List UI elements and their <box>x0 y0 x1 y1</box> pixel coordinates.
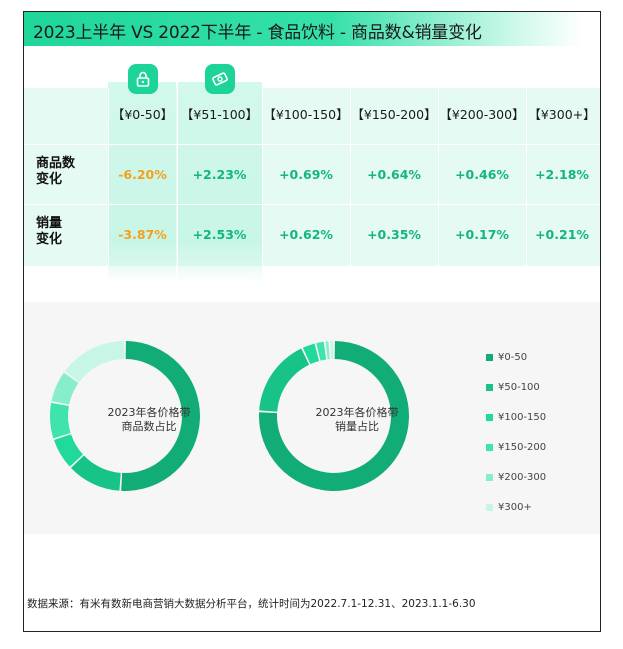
table-cell: +0.17% <box>455 226 509 242</box>
grid-line <box>108 88 109 266</box>
table-cell: -6.20% <box>118 166 167 182</box>
donut-title-sales: 2023年各价格带 销量占比 <box>302 406 412 434</box>
table-cell: +2.53% <box>192 226 247 242</box>
column-header: 【¥100-150】 <box>263 106 349 122</box>
donut-slice-¥50-100 <box>259 348 310 412</box>
row-label-line: 销量 <box>36 216 63 231</box>
table-cell: +0.35% <box>367 226 421 242</box>
table-cell: -3.87% <box>118 226 167 242</box>
legend-swatch <box>486 413 493 421</box>
legend-swatch <box>486 503 493 511</box>
column-header: 【¥300+】 <box>528 106 596 122</box>
table-cell: +0.46% <box>455 166 509 182</box>
legend-swatch <box>486 353 493 361</box>
donut-title-product-count: 2023年各价格带 商品数占比 <box>94 406 204 434</box>
table-cell: +0.64% <box>367 166 421 182</box>
column-header: 【¥150-200】 <box>351 106 437 122</box>
grid-line <box>24 144 600 145</box>
legend-item: ¥300+ <box>486 492 546 522</box>
legend-item: ¥0-50 <box>486 342 546 372</box>
grid-line <box>438 88 439 266</box>
legend-item: ¥150-200 <box>486 432 546 462</box>
column-header: 【¥51-100】 <box>180 106 259 122</box>
donut-slice-¥150-200 <box>316 341 327 361</box>
donut-title-line: 销量占比 <box>335 420 379 433</box>
table-cell: +0.62% <box>279 226 333 242</box>
row-label-product-count: 商品数 变化 <box>36 156 86 188</box>
page-title: 2023上半年 VS 2022下半年 - 食品饮料 - 商品数&销量变化 <box>33 23 482 43</box>
lock-icon <box>128 64 158 94</box>
donut-slice-¥50-100 <box>70 455 121 491</box>
highlight-column-0-50 <box>108 82 176 282</box>
column-header: 【¥0-50】 <box>111 106 174 122</box>
chart-legend: ¥0-50 ¥50-100 ¥100-150 ¥150-200 ¥200-300… <box>486 342 546 522</box>
legend-swatch <box>486 443 493 451</box>
donut-slice-¥100-150 <box>302 343 320 365</box>
pie-panel <box>24 302 600 534</box>
highlight-column-51-100 <box>178 82 262 282</box>
grid-line <box>24 204 600 205</box>
legend-label: ¥200-300 <box>498 471 547 483</box>
legend-item: ¥100-150 <box>486 402 546 432</box>
row-label-line: 变化 <box>36 232 63 247</box>
grid-line <box>262 88 263 266</box>
legend-label: ¥50-100 <box>498 381 540 393</box>
money-icon <box>205 64 235 94</box>
table-cell: +2.18% <box>535 166 589 182</box>
donut-slice-¥150-200 <box>50 402 71 439</box>
grid-line <box>526 88 527 266</box>
table-cell: +2.23% <box>192 166 247 182</box>
legend-label: ¥100-150 <box>498 411 547 423</box>
grid-line <box>350 88 351 266</box>
table-cell: +0.69% <box>279 166 333 182</box>
legend-swatch <box>486 473 493 481</box>
column-header: 【¥200-300】 <box>439 106 525 122</box>
infographic-frame: 2023上半年 VS 2022下半年 - 食品饮料 - 商品数&销量变化 【¥0… <box>23 11 601 632</box>
legend-item: ¥200-300 <box>486 462 546 492</box>
legend-label: ¥300+ <box>498 501 532 513</box>
donut-slice-¥200-300 <box>51 372 79 405</box>
donut-slice-¥300+ <box>64 341 125 382</box>
donut-slice-¥100-150 <box>53 434 83 467</box>
donut-charts <box>50 341 410 491</box>
title-band: 2023上半年 VS 2022下半年 - 食品饮料 - 商品数&销量变化 <box>24 12 584 46</box>
row-label-line: 商品数 <box>36 156 76 171</box>
legend-label: ¥150-200 <box>498 441 547 453</box>
donut-slice-¥300+ <box>330 341 334 360</box>
grid-line <box>177 88 178 266</box>
donut-title-line: 2023年各价格带 <box>107 406 191 419</box>
legend-swatch <box>486 383 493 391</box>
legend-label: ¥0-50 <box>498 351 528 363</box>
table-cell: +0.21% <box>535 226 589 242</box>
data-source-note: 数据来源：有米有数新电商营销大数据分析平台，统计时间为2022.7.1-12.3… <box>27 598 476 610</box>
donut-title-line: 商品数占比 <box>121 420 177 433</box>
donut-slice-¥0-50 <box>121 341 200 491</box>
row-label-sales: 销量 变化 <box>36 216 86 248</box>
donut-title-line: 2023年各价格带 <box>315 406 399 419</box>
donut-slice-¥200-300 <box>325 341 330 360</box>
row-label-line: 变化 <box>36 172 63 187</box>
legend-item: ¥50-100 <box>486 372 546 402</box>
